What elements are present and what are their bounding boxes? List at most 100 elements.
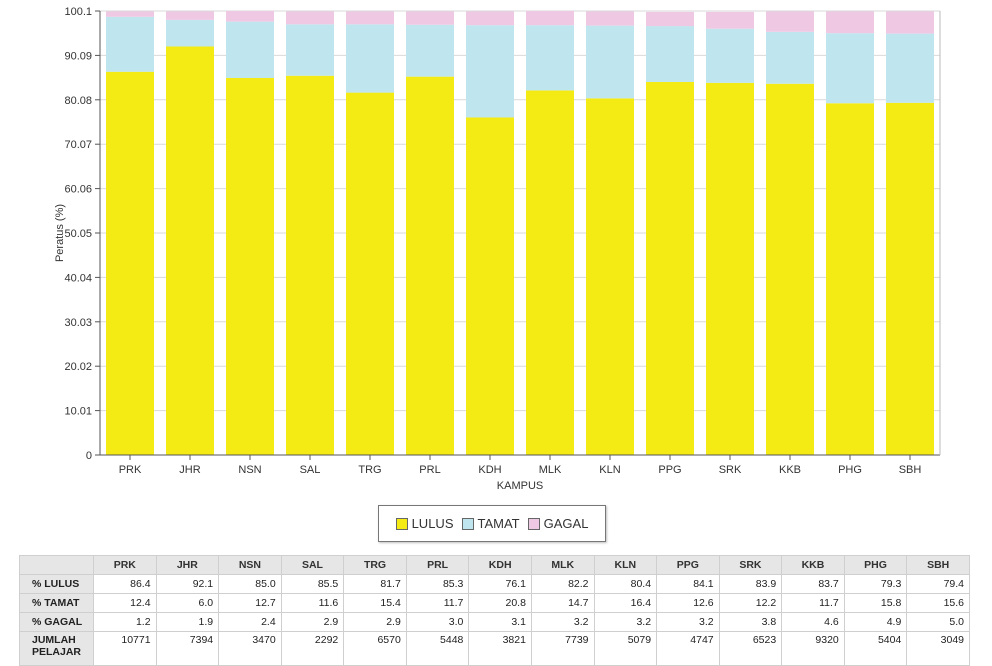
table-col-header: KDH [468,555,532,575]
chart-legend: LULUS TAMAT GAGAL [378,505,606,542]
table-cell: 3.0 [405,612,470,632]
bar-tamat [886,33,934,103]
table-cell: 11.7 [405,593,470,613]
table-cell: 10771 [93,631,157,666]
bar-tamat [166,19,214,47]
data-table: PRK JHR NSN SAL TRG PRL KDH MLK KLN PPG SRK KKB PHG S… [19,555,970,666]
table-cell: 12.2 [718,593,783,613]
y-tick-label: 70.07 [64,139,92,151]
bar-tamat [766,31,814,84]
table-col-header: PRL [405,555,470,575]
table-cell: 12.6 [656,593,720,613]
table-cell: 79.3 [843,574,908,594]
bar-lulus [586,98,634,456]
bar-lulus [826,103,874,456]
bar-lulus [466,117,514,455]
bar-lulus [346,92,394,456]
axes: 0 10.01 20.02 30.03 40.04 50.05 60.06 70.07 80.0… [64,6,941,476]
x-tick-label: PRL [419,464,440,476]
table-cell: 11.6 [280,593,345,613]
bar-gagal [886,11,934,34]
bar-lulus [406,76,454,455]
y-tick-label: 80.08 [64,95,92,107]
bar-lulus [646,81,694,456]
table-cell: 80.4 [593,574,658,594]
bars [106,11,934,456]
table-cell: 1.9 [155,612,220,632]
table-cell: 4.9 [843,612,908,632]
bar-tamat [406,24,454,77]
y-tick-label: 90.09 [64,50,92,62]
table-col-header: JHR [155,555,220,575]
table-cell: 5.0 [906,612,970,632]
table-row-label: % LULUS [19,574,94,594]
legend-swatch-gagal [527,517,540,530]
x-tick-label: SAL [300,464,321,476]
legend-item-tamat: TAMAT [461,516,520,531]
bar-gagal [526,11,574,26]
bar-tamat [286,24,334,76]
table-cell: 15.6 [906,593,970,613]
legend-label-lulus: LULUS [411,516,454,531]
bar-lulus [226,77,274,455]
bar-tamat [346,24,394,93]
table-cell: 7739 [530,631,595,666]
bar-tamat [466,25,514,118]
bar-lulus [286,75,334,455]
table-row: JUMLAH PELAJAR 10771 7394 3470 2292 6570 5448 3… [19,631,970,666]
bar-tamat [106,16,154,72]
table-cell: 5448 [405,631,470,666]
table-cell: 3.1 [468,612,532,632]
table-col-header: MLK [530,555,595,575]
table-cell: 5404 [843,631,908,666]
table-col-header: PPG [656,555,720,575]
bar-tamat [826,33,874,104]
y-tick-label: 100.1 [64,6,92,18]
table-cell: 3.2 [593,612,658,632]
y-tick-label: 30.03 [64,317,92,329]
stacked-bar-chart: 0 10.01 20.02 30.03 40.04 50.05 60.06 70.07 80.0… [54,6,941,492]
x-tick-label: KLN [599,464,620,476]
table-cell: 6570 [343,631,407,666]
table-cell: 84.1 [656,574,720,594]
table-cell: 3049 [906,631,970,666]
table-header-row: PRK JHR NSN SAL TRG PRL KDH MLK KLN PPG SRK KKB PHG S… [19,555,970,575]
table-cell: 4.6 [781,612,845,632]
bar-gagal [166,11,214,20]
y-tick-label: 0 [86,450,92,462]
bar-gagal [586,11,634,26]
table-cell: 16.4 [593,593,658,613]
table-cell: 6523 [718,631,783,666]
x-tick-label: PHG [838,464,862,476]
x-tick-label: SRK [719,464,742,476]
legend-swatch-lulus [395,517,408,530]
table-col-header: SAL [280,555,345,575]
table-col-header: PHG [843,555,908,575]
bar-lulus [886,102,934,455]
x-tick-label: KDH [478,464,501,476]
table-cell: 6.0 [155,593,220,613]
table-cell: 9320 [781,631,845,666]
table-cell: 15.8 [843,593,908,613]
table-row: % LULUS 86.4 92.1 85.0 85.5 81.7 85.3 76.1 82.2 8… [19,574,970,594]
x-tick-label: JHR [179,464,200,476]
bar-tamat [226,21,274,78]
x-tick-label: MLK [539,464,562,476]
table-row-label: % GAGAL [19,612,94,632]
bar-tamat [706,28,754,83]
table-cell: 81.7 [343,574,407,594]
bar-tamat [646,26,694,82]
table-cell: 3.8 [718,612,783,632]
legend-item-lulus: LULUS [395,516,454,531]
table-col-header: PRK [93,555,157,575]
bar-gagal [226,11,274,22]
y-tick-label: 50.05 [64,228,92,240]
table-cell: 7394 [155,631,220,666]
table-cell: 11.7 [781,593,845,613]
bar-lulus [706,82,754,455]
table-cell: 83.9 [718,574,783,594]
table-cell: 20.8 [468,593,532,613]
bar-gagal [346,11,394,25]
table-col-header: NSN [218,555,282,575]
bar-gagal [766,11,814,32]
